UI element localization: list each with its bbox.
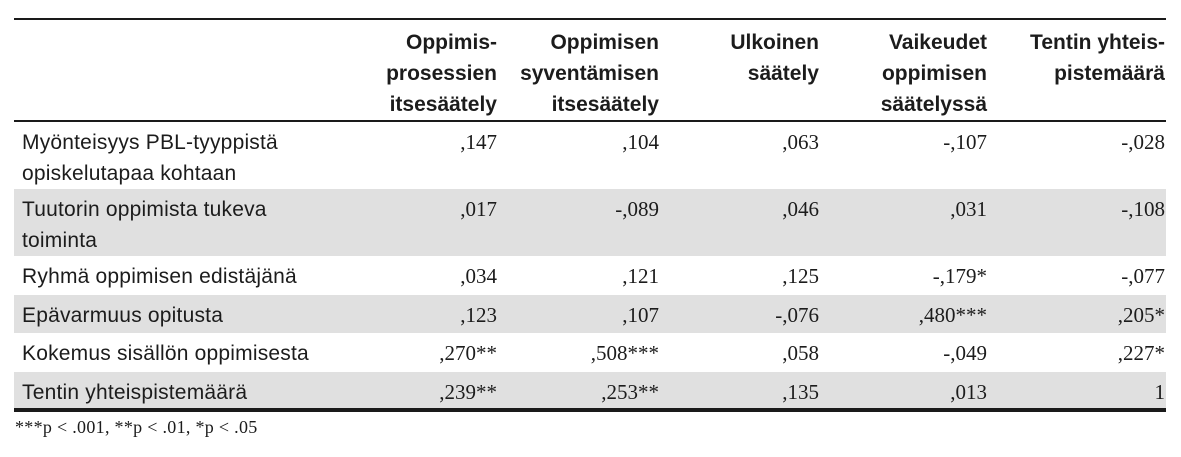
value-cell: -,107 — [943, 130, 987, 154]
value-cell: ,121 — [622, 264, 659, 288]
significance-footnote: ***p < .001, **p < .01, *p < .05 — [15, 417, 258, 437]
row-label: Kokemus sisällön oppimisesta — [22, 342, 309, 365]
value-cell: ,034 — [460, 264, 497, 288]
value-cell: ,508*** — [590, 341, 659, 365]
value-cell: ,135 — [782, 380, 819, 404]
value-cell: ,046 — [782, 197, 819, 221]
table-row: Tuutorin oppimista tukeva toiminta ,017 … — [14, 189, 1166, 256]
value-cell: ,227* — [1117, 341, 1165, 365]
value-cell: -,108 — [1121, 197, 1165, 221]
value-cell: ,480*** — [918, 303, 987, 327]
header-row: Oppimis- prosessien itsesäätely Oppimise… — [14, 19, 1166, 121]
value-cell: ,125 — [782, 264, 819, 288]
row-label: Epävarmuus opitusta — [22, 304, 224, 327]
value-cell: ,253** — [601, 380, 659, 404]
value-cell: ,063 — [782, 130, 819, 154]
value-cell: -,077 — [1121, 264, 1165, 288]
column-header-oppimisprosessien-itsesaately: Oppimis- prosessien itsesäätely — [386, 31, 497, 116]
value-cell: ,123 — [460, 303, 497, 327]
column-header-empty — [14, 19, 360, 121]
table-row: Myönteisyys PBL-tyyppistä opiskelutapaa … — [14, 121, 1166, 189]
value-cell: ,013 — [950, 380, 987, 404]
column-header-oppimisen-syventamisen-itsesaately: Oppimisen syventämisen itsesäätely — [520, 31, 659, 116]
correlation-table: Oppimis- prosessien itsesäätely Oppimise… — [14, 18, 1166, 412]
row-label: Myönteisyys PBL-tyyppistä opiskelutapaa … — [22, 131, 278, 185]
column-header-tentin-yhteispistemaara: Tentin yhteis- pistemäärä — [1030, 31, 1165, 85]
table-row: Kokemus sisällön oppimisesta ,270** ,508… — [14, 333, 1166, 372]
value-cell: -,076 — [775, 303, 819, 327]
row-label: Ryhmä oppimisen edistäjänä — [22, 265, 297, 288]
row-label: Tuutorin oppimista tukeva toiminta — [22, 198, 267, 252]
value-cell: -,179* — [932, 264, 987, 288]
correlation-table-wrap: Oppimis- prosessien itsesäätely Oppimise… — [14, 18, 1166, 412]
value-cell: ,031 — [950, 197, 987, 221]
value-cell: ,239** — [439, 380, 497, 404]
value-cell: ,205* — [1117, 303, 1165, 327]
row-label: Tentin yhteispistemäärä — [22, 381, 248, 404]
value-cell: 1 — [1154, 380, 1166, 404]
table-row: Tentin yhteispistemäärä ,239** ,253** ,1… — [14, 372, 1166, 410]
column-header-vaikeudet-oppimisen-saatelyssa: Vaikeudet oppimisen säätelyssä — [880, 31, 987, 116]
column-header-ulkoinen-saately: Ulkoinen säätely — [730, 31, 819, 85]
value-cell: ,017 — [460, 197, 497, 221]
table-row: Epävarmuus opitusta ,123 ,107 -,076 ,480… — [14, 295, 1166, 333]
value-cell: -,028 — [1121, 130, 1165, 154]
value-cell: -,049 — [943, 341, 987, 365]
value-cell: ,104 — [622, 130, 659, 154]
value-cell: ,147 — [460, 130, 497, 154]
value-cell: ,107 — [622, 303, 659, 327]
value-cell: -,089 — [615, 197, 659, 221]
value-cell: ,058 — [782, 341, 819, 365]
table-row: Ryhmä oppimisen edistäjänä ,034 ,121 ,12… — [14, 256, 1166, 295]
value-cell: ,270** — [439, 341, 497, 365]
